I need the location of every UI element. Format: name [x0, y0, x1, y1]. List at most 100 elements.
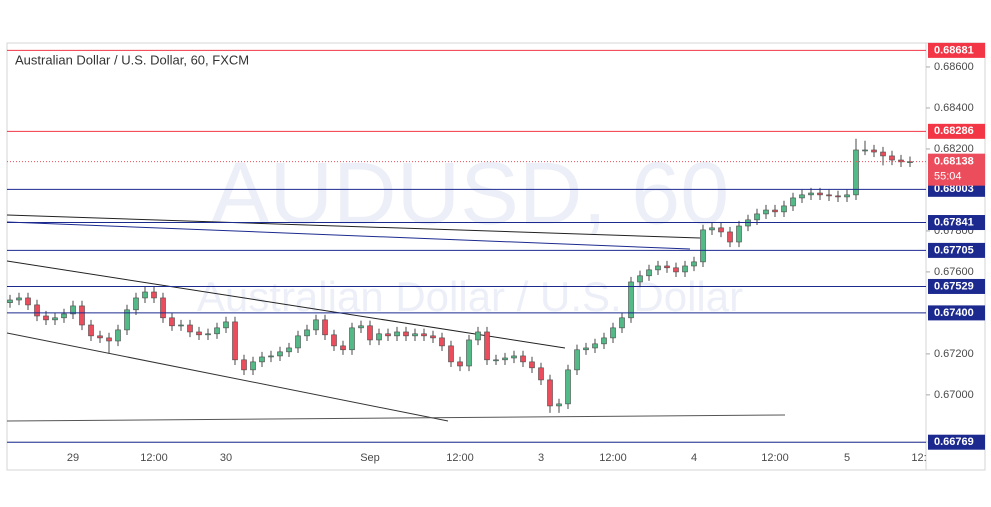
candle-body — [601, 337, 607, 345]
candle-body — [151, 291, 157, 299]
candle-body — [70, 305, 76, 315]
candle-body — [673, 267, 679, 273]
candle-body — [286, 347, 292, 353]
candle-body — [250, 361, 256, 371]
candle-body — [358, 325, 364, 329]
candle-body — [124, 309, 130, 331]
candle-body — [682, 265, 688, 273]
candle-body — [61, 313, 67, 319]
candle-body — [169, 317, 175, 327]
candle-body — [79, 305, 85, 326]
candle-body — [781, 205, 787, 213]
candle-body — [475, 331, 481, 341]
candle-body — [691, 261, 697, 267]
candle-body — [34, 304, 40, 317]
x-tick-label: 4 — [691, 452, 697, 464]
candle-body — [610, 327, 616, 339]
level-label: 0.67400 — [934, 307, 974, 319]
candle-body — [889, 155, 895, 161]
candle-body — [340, 345, 346, 351]
candle-body — [376, 333, 382, 341]
candle-body — [628, 281, 634, 319]
candle-body — [709, 227, 715, 231]
level-label: 0.67705 — [934, 244, 974, 256]
candle-body — [664, 265, 670, 269]
level-label-box — [928, 215, 985, 231]
candle-body — [430, 335, 436, 339]
level-label-box — [928, 434, 985, 450]
watermark: AUDUSD, 60 — [211, 143, 729, 242]
candle-body — [394, 331, 400, 337]
candle-body — [556, 403, 562, 407]
candle-body — [367, 325, 373, 341]
candle-body — [115, 329, 121, 342]
candle-body — [583, 347, 589, 351]
x-tick-label: 12:00 — [599, 452, 627, 464]
candle-body — [25, 297, 31, 306]
candle-body — [448, 345, 454, 363]
trend-line — [7, 332, 449, 422]
candle-body — [493, 359, 499, 362]
trend-line — [7, 414, 786, 422]
level-label-box — [928, 305, 985, 321]
y-tick-label: 0.67600 — [934, 266, 974, 278]
x-tick-label: Sep — [360, 452, 380, 464]
x-tick-label: 30 — [220, 452, 232, 464]
candle-body — [727, 231, 733, 243]
candle-body — [772, 209, 778, 213]
candle-body — [655, 265, 661, 271]
current-price-box — [928, 153, 985, 186]
candle-body — [241, 359, 247, 371]
y-tick-label: 0.67200 — [934, 348, 974, 360]
level-label-box — [928, 42, 985, 58]
chart-title: Australian Dollar / U.S. Dollar, 60, FXC… — [15, 52, 249, 67]
candle-body — [277, 351, 283, 357]
candle-body — [304, 329, 310, 337]
candle-body — [142, 291, 148, 299]
candle-body — [97, 335, 103, 339]
candle-body — [700, 229, 706, 263]
candle-body — [871, 149, 877, 153]
countdown-label: 55:04 — [934, 171, 962, 183]
candle-body — [214, 327, 220, 335]
y-tick-label: 0.67000 — [934, 389, 974, 401]
candle-body — [196, 331, 202, 336]
candle-body — [718, 227, 724, 233]
level-label: 0.68003 — [934, 183, 974, 195]
candle-body — [799, 194, 805, 199]
candle-body — [178, 324, 184, 327]
candle-body — [7, 299, 13, 303]
x-tick-label: 29 — [67, 452, 79, 464]
y-tick-label: 0.68400 — [934, 102, 974, 114]
x-tick-label: 5 — [844, 452, 850, 464]
candle-body — [484, 331, 490, 361]
y-tick-label: 0.68200 — [934, 143, 974, 155]
candle-body — [106, 337, 112, 342]
level-label-box — [928, 278, 985, 294]
candle-body — [268, 355, 274, 358]
x-tick-label: 12: — [911, 452, 926, 464]
candle-body — [637, 275, 643, 283]
level-label: 0.67529 — [934, 280, 974, 292]
candle-body — [646, 269, 652, 277]
candle-body — [385, 333, 391, 337]
trend-line — [7, 221, 691, 250]
candle-body — [619, 317, 625, 329]
candle-body — [592, 343, 598, 349]
candle-body — [295, 335, 301, 349]
candle-body — [133, 297, 139, 311]
trend-line — [7, 260, 566, 349]
candle-body — [538, 367, 544, 381]
current-price-label: 0.68138 — [934, 156, 974, 168]
level-label: 0.66769 — [934, 436, 974, 448]
candle-body — [205, 333, 211, 336]
candle-body — [502, 357, 508, 361]
candle-body — [790, 197, 796, 207]
candle-body — [466, 339, 472, 367]
candle-body — [160, 297, 166, 319]
x-tick-label: 12:00 — [761, 452, 789, 464]
candle-body — [259, 356, 265, 363]
candle-body — [736, 225, 742, 243]
plot-area — [7, 138, 913, 413]
